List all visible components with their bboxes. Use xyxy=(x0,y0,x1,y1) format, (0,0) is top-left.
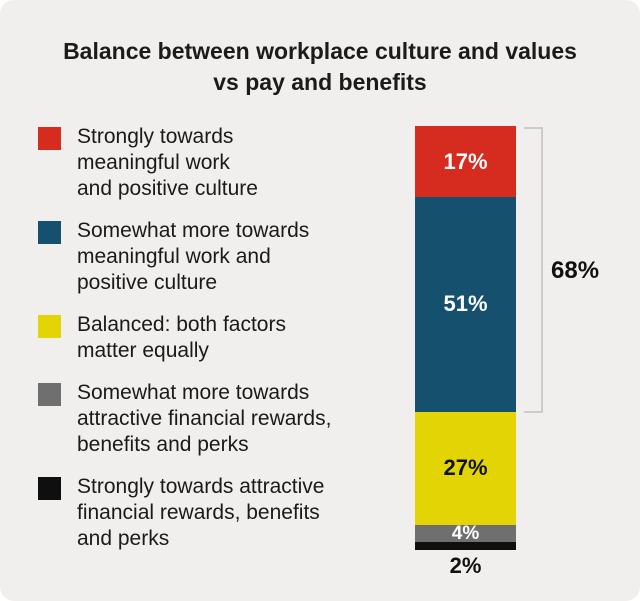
legend-swatch-gray xyxy=(38,383,61,406)
stacked-bar: 17% 51% 27% 4% xyxy=(415,126,516,551)
chart-title: Balance between workplace culture and va… xyxy=(63,38,577,95)
legend-label: Balanced: both factors matter equally xyxy=(77,313,286,362)
legend-item-somewhat-culture: Somewhat more towards meaningful work an… xyxy=(38,218,398,296)
legend-label: Somewhat more towards meaningful work an… xyxy=(77,219,310,294)
below-bar-label: 2% xyxy=(449,553,482,579)
bar-segment-4: 4% xyxy=(415,522,516,544)
legend: Strongly towards meaningful work and pos… xyxy=(38,124,398,552)
legend-item-strongly-culture: Strongly towards meaningful work and pos… xyxy=(38,124,398,202)
legend-swatch-blue xyxy=(38,221,61,244)
bar-segment-2: 51% xyxy=(415,197,516,412)
bar-segment-value: 51% xyxy=(443,291,488,317)
legend-swatch-yellow xyxy=(38,315,61,338)
legend-item-strongly-financial: Strongly towards attractive financial re… xyxy=(38,474,398,552)
legend-label: Somewhat more towards attractive financi… xyxy=(77,381,332,456)
legend-label: Strongly towards attractive financial re… xyxy=(77,475,325,550)
stacked-bar-chart: 17% 51% 27% 4% 2% xyxy=(415,126,516,579)
legend-item-balanced: Balanced: both factors matter equally xyxy=(38,312,398,364)
bar-segment-3: 27% xyxy=(415,411,516,525)
bracket xyxy=(524,127,543,413)
bar-segment-value: 17% xyxy=(443,148,488,174)
legend-swatch-black xyxy=(38,477,61,500)
legend-label: Strongly towards meaningful work and pos… xyxy=(77,125,258,200)
legend-swatch-red xyxy=(38,127,61,150)
legend-item-somewhat-financial: Somewhat more towards attractive financi… xyxy=(38,380,398,458)
bar-segment-value: 27% xyxy=(443,455,488,481)
bracket-total-label: 68% xyxy=(551,257,600,284)
bar-segment-1: 17% xyxy=(415,126,516,198)
bar-segment-5 xyxy=(415,541,516,551)
bar-segment-value: 4% xyxy=(451,522,480,544)
